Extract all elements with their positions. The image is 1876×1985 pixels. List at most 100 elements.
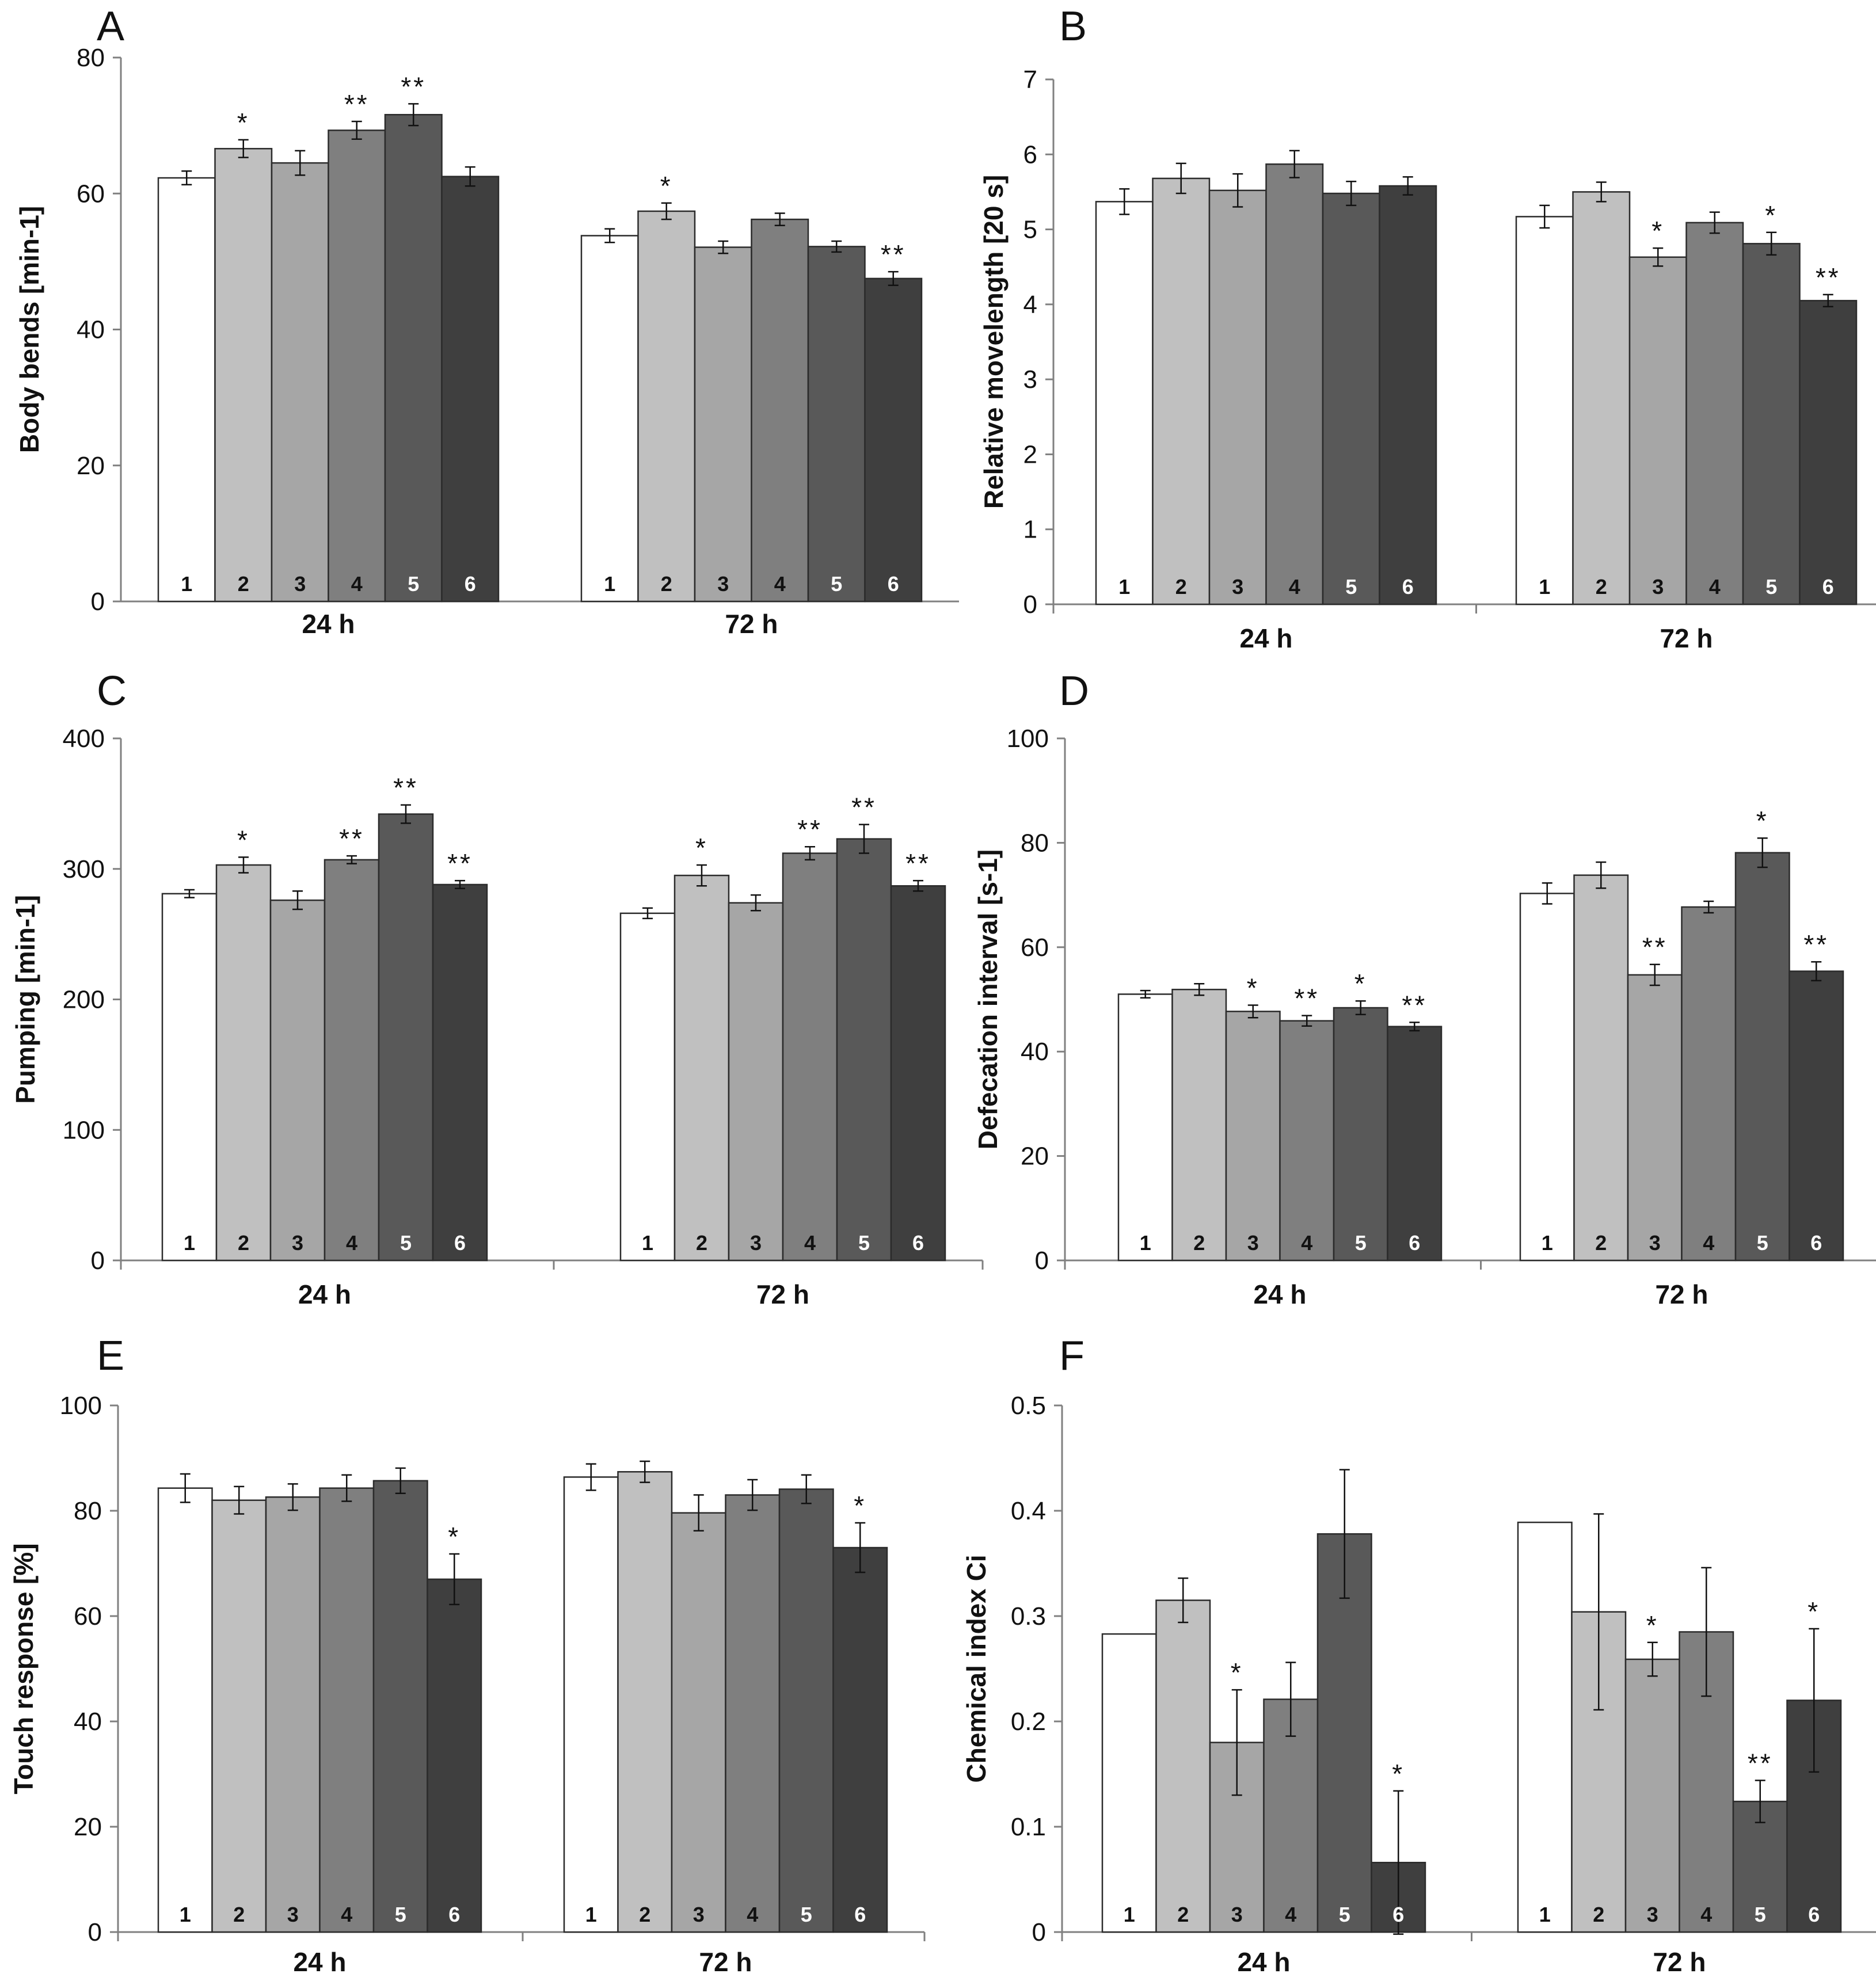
bar-number-label: 3 — [717, 572, 729, 596]
bar-number-label: 5 — [1339, 1903, 1350, 1926]
y-tick-label: 5 — [1023, 216, 1037, 244]
bar — [1742, 243, 1801, 605]
bar — [1152, 177, 1211, 605]
panel-d: D 0 20 40 60 80 100 Defecation interval [s-1] 1 2… — [973, 668, 1876, 1309]
bar — [1624, 1658, 1680, 1933]
bar — [832, 1546, 888, 1933]
bar — [1208, 189, 1267, 605]
significance-mark: * — [1231, 1658, 1243, 1687]
y-tick-label: 0 — [91, 588, 105, 616]
bar — [214, 148, 273, 603]
bar — [1519, 893, 1575, 1262]
significance-mark: ** — [1294, 984, 1319, 1014]
significance-mark: ** — [1803, 929, 1829, 959]
bar — [324, 859, 380, 1262]
significance-mark: ** — [393, 773, 418, 803]
significance-mark: * — [854, 1491, 866, 1521]
y-tick-label: 2 — [1023, 440, 1037, 468]
panel-c: C 0 100 200 300 400 Pumping [min-1] 1 * 2 3 ** 4 ** 5 *… — [10, 668, 984, 1309]
bar-number-label: 2 — [233, 1903, 245, 1926]
bar-number-label: 6 — [448, 1903, 460, 1926]
bar — [157, 177, 216, 603]
bar — [1789, 970, 1844, 1262]
bar-number-label: 1 — [585, 1903, 597, 1926]
y-tick-label: 60 — [1021, 934, 1049, 962]
bar — [778, 1488, 834, 1933]
bar — [864, 277, 923, 603]
series-2: 1 * 2 3 4 5 ** 6 — [580, 171, 923, 603]
bar-number-label: 1 — [184, 1231, 195, 1255]
bar-number-label: 6 — [888, 572, 899, 596]
group-label: 24 h — [1237, 1947, 1290, 1977]
bar-number-label: 1 — [181, 572, 192, 596]
panel-letter: B — [1059, 3, 1087, 49]
significance-mark: ** — [797, 814, 823, 844]
bar-number-label: 3 — [1247, 1231, 1259, 1255]
significance-mark: * — [660, 171, 673, 201]
bar — [1316, 1533, 1372, 1933]
y-tick-label: 100 — [1007, 725, 1049, 753]
bar — [751, 218, 809, 603]
bar-number-label: 5 — [408, 572, 419, 596]
y-tick-label: 60 — [77, 180, 105, 208]
significance-mark: ** — [339, 824, 364, 854]
bar — [432, 883, 488, 1262]
bar-number-label: 5 — [858, 1231, 870, 1255]
bar — [563, 1476, 619, 1933]
bar — [1517, 1521, 1573, 1933]
bar-number-label: 4 — [1301, 1231, 1312, 1255]
bar — [215, 864, 272, 1262]
bar-number-label: 4 — [341, 1903, 352, 1926]
y-tick-label: 60 — [74, 1602, 102, 1630]
bar — [328, 129, 386, 603]
group-label: 24 h — [1253, 1279, 1306, 1309]
panel-letter: A — [97, 3, 124, 49]
y-tick-label: 0.3 — [1011, 1602, 1046, 1630]
bar-number-label: 2 — [1595, 1231, 1607, 1255]
bar-number-label: 1 — [1124, 1903, 1135, 1926]
series-2: 1 2 3 4 5 * 6 — [563, 1460, 888, 1933]
bar-number-label: 1 — [180, 1903, 191, 1926]
bar-number-label: 2 — [1175, 575, 1187, 599]
significance-mark: ** — [401, 71, 426, 101]
bar-number-label: 3 — [294, 572, 306, 596]
series-2: 1 2 * 3 4 ** 5 * 6 — [1517, 1513, 1842, 1933]
bar — [161, 893, 218, 1262]
bar-number-label: 2 — [661, 572, 672, 596]
bar-number-label: 3 — [1647, 1903, 1658, 1926]
y-tick-label: 80 — [74, 1497, 102, 1525]
y-axis-label: Touch response [%] — [9, 1543, 39, 1794]
bar — [1117, 993, 1173, 1262]
y-axis-label: Chemical index Ci — [961, 1555, 991, 1782]
bar — [1681, 906, 1737, 1262]
bar — [1279, 1020, 1335, 1262]
significance-mark: * — [1756, 806, 1769, 836]
bar-number-label: 1 — [642, 1231, 653, 1255]
bar — [1628, 256, 1687, 605]
bar-number-label: 5 — [831, 572, 842, 596]
y-tick-label: 40 — [1021, 1038, 1049, 1066]
bar-number-label: 2 — [1593, 1903, 1604, 1926]
bar — [1573, 874, 1629, 1262]
y-tick-label: 400 — [63, 725, 105, 753]
bar-number-label: 4 — [1700, 1903, 1712, 1926]
bar — [211, 1499, 267, 1933]
bar — [1095, 201, 1154, 605]
bar — [890, 885, 946, 1262]
bar-number-label: 4 — [1709, 575, 1721, 599]
y-axis-label: Body bends [min-1] — [14, 206, 44, 453]
bar — [1265, 163, 1324, 605]
bar-number-label: 6 — [912, 1231, 924, 1255]
bar — [1387, 1026, 1443, 1262]
bar — [1572, 191, 1631, 605]
y-tick-label: 0 — [1035, 1247, 1049, 1275]
bar-number-label: 2 — [639, 1903, 650, 1926]
series-2: 1 2 * 3 4 * 5 ** 6 — [1515, 181, 1858, 605]
significance-mark: * — [1652, 216, 1664, 246]
series-1: 1 2 3 4 5 6 — [1095, 150, 1437, 605]
y-tick-label: 1 — [1023, 516, 1037, 544]
y-tick-label: 0.2 — [1011, 1708, 1046, 1736]
y-tick-label: 0.4 — [1011, 1497, 1046, 1525]
bar-number-label: 3 — [1231, 1903, 1243, 1926]
